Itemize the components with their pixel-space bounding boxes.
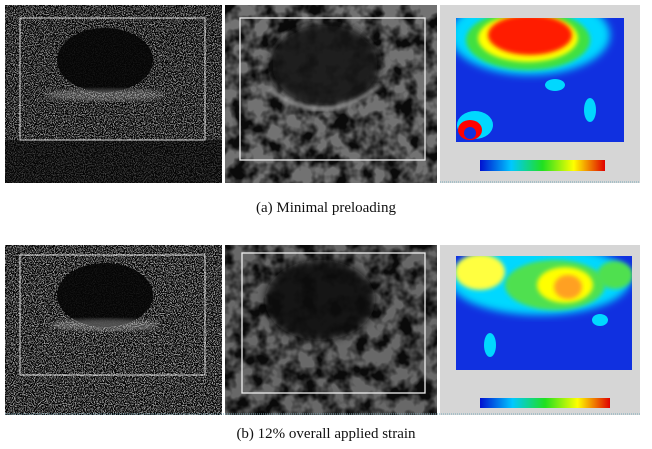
row-a: (a) Minimal preloading	[5, 0, 640, 216]
figure: (a) Minimal preloading (b) 12% overal	[0, 0, 652, 449]
caption: (b) 12% overall applied strain	[236, 426, 416, 442]
caption: (a) Minimal preloading	[256, 200, 396, 216]
colorbar	[480, 160, 605, 171]
row-b: (b) 12% overall applied strain	[5, 245, 640, 442]
speckle	[5, 5, 222, 183]
colorbar	[480, 398, 610, 408]
